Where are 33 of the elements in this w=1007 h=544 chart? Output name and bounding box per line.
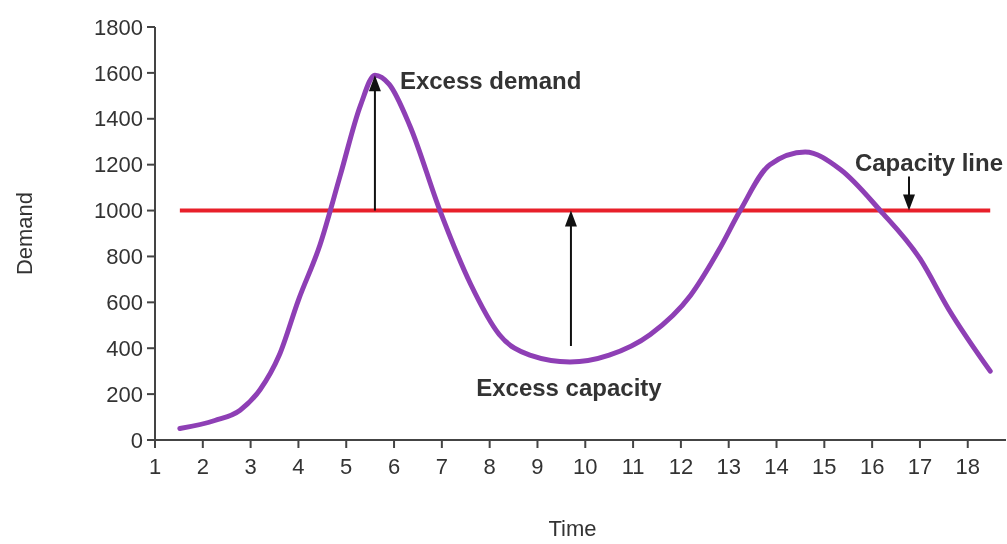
x-axis-title: Time <box>548 516 597 541</box>
y-tick-label: 1000 <box>94 198 143 224</box>
y-tick-label: 1200 <box>94 152 143 178</box>
y-axis-title: Demand <box>12 191 37 276</box>
annotation: Excess demand <box>399 67 582 95</box>
x-tick-label: 7 <box>435 454 448 479</box>
x-tick-label: 4 <box>292 454 305 479</box>
x-tick-label: 3 <box>244 454 257 479</box>
x-tick-label: 2 <box>196 454 209 479</box>
x-tick-label: 12 <box>668 454 694 479</box>
x-tick-label: 11 <box>621 454 645 479</box>
x-tick-label: 8 <box>483 454 496 479</box>
x-tick-label: 5 <box>340 454 353 479</box>
y-tick-label: 800 <box>106 244 143 270</box>
x-tick-label: 14 <box>764 454 789 479</box>
y-tick-label: 600 <box>106 290 143 316</box>
x-tick-label: 17 <box>907 454 933 479</box>
x-tick-label: 18 <box>955 454 980 479</box>
y-tick-label: 400 <box>106 335 143 361</box>
x-tick-label: 13 <box>716 454 741 479</box>
x-tick-label: 6 <box>387 454 401 479</box>
x-tick-label: 9 <box>531 454 544 479</box>
y-tick-label: 200 <box>106 381 143 407</box>
y-tick-label: 1400 <box>94 106 143 132</box>
annotation: Excess capacity <box>476 373 663 401</box>
y-tick-label: 0 <box>130 427 143 453</box>
x-tick-label: 10 <box>573 454 598 479</box>
x-tick-label: 1 <box>148 454 162 479</box>
ref-line-label: Capacity line <box>854 148 1003 176</box>
x-tick-label: 15 <box>812 454 837 479</box>
y-tick-label: 1600 <box>94 60 143 86</box>
x-tick-label: 16 <box>859 454 885 479</box>
y-tick-label: 1800 <box>94 14 143 40</box>
